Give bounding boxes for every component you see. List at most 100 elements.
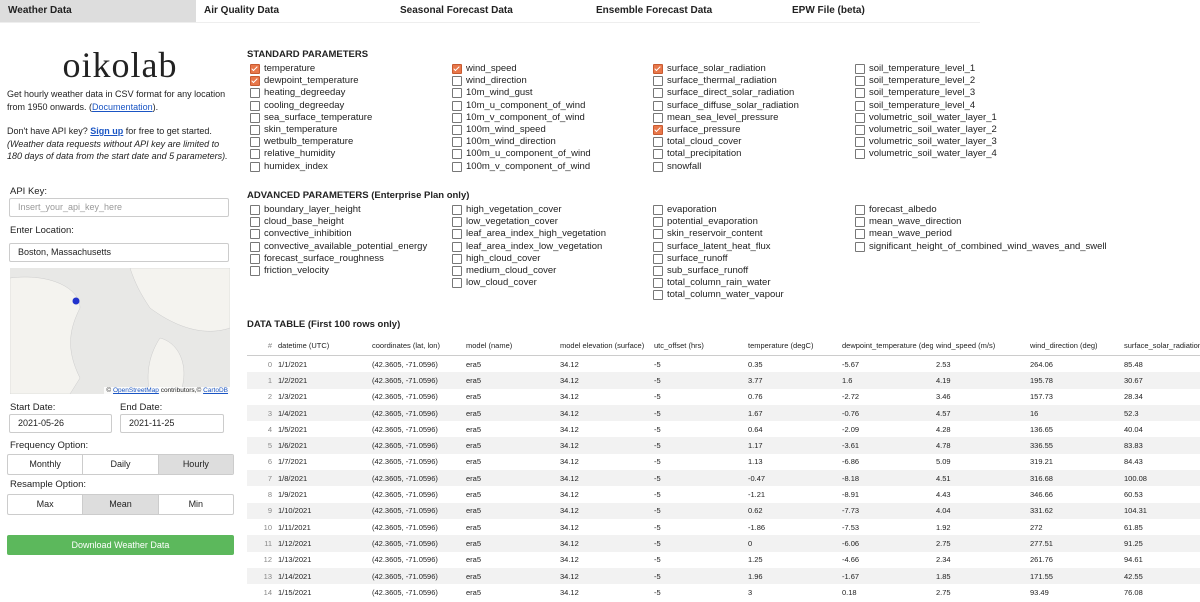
parameter-option[interactable]: 10m_v_component_of_wind: [452, 112, 652, 124]
parameter-option[interactable]: friction_velocity: [250, 265, 450, 277]
parameter-option[interactable]: convective_inhibition: [250, 228, 450, 240]
parameter-option[interactable]: total_cloud_cover: [653, 136, 853, 148]
checkbox[interactable]: [452, 64, 462, 75]
checkbox[interactable]: [653, 76, 663, 87]
documentation-link[interactable]: Documentation: [92, 101, 153, 112]
parameter-option[interactable]: sub_surface_runoff: [653, 265, 853, 277]
tab[interactable]: Seasonal Forecast Data: [400, 5, 513, 16]
checkbox[interactable]: [855, 64, 865, 75]
parameter-option[interactable]: volumetric_soil_water_layer_4: [855, 148, 1055, 160]
parameter-option[interactable]: evaporation: [653, 204, 853, 216]
parameter-option[interactable]: high_vegetation_cover: [452, 204, 652, 216]
api-key-input[interactable]: Insert_your_api_key_here: [9, 198, 229, 217]
parameter-option[interactable]: mean_wave_period: [855, 228, 1055, 240]
checkbox[interactable]: [452, 217, 462, 228]
checkbox[interactable]: [653, 217, 663, 228]
checkbox[interactable]: [250, 205, 260, 216]
tab[interactable]: EPW File (beta): [792, 5, 865, 16]
checkbox[interactable]: [250, 100, 260, 111]
option-button[interactable]: Min: [188, 499, 204, 509]
checkbox[interactable]: [452, 229, 462, 240]
checkbox[interactable]: [452, 266, 462, 277]
parameter-option[interactable]: soil_temperature_level_2: [855, 75, 1055, 87]
parameter-option[interactable]: heating_degreeday: [250, 87, 450, 99]
parameter-option[interactable]: volumetric_soil_water_layer_1: [855, 112, 1055, 124]
parameter-option[interactable]: surface_runoff: [653, 253, 853, 265]
parameter-option[interactable]: soil_temperature_level_1: [855, 63, 1055, 75]
checkbox[interactable]: [250, 76, 260, 87]
checkbox[interactable]: [452, 253, 462, 264]
parameter-option[interactable]: total_precipitation: [653, 148, 853, 160]
parameter-option[interactable]: 100m_wind_direction: [452, 136, 652, 148]
checkbox[interactable]: [855, 217, 865, 228]
parameter-option[interactable]: convective_available_potential_energy: [250, 241, 450, 253]
parameter-option[interactable]: volumetric_soil_water_layer_2: [855, 124, 1055, 136]
checkbox[interactable]: [653, 290, 663, 301]
checkbox[interactable]: [653, 137, 663, 148]
parameter-option[interactable]: 100m_u_component_of_wind: [452, 148, 652, 160]
parameter-option[interactable]: dewpoint_temperature: [250, 75, 450, 87]
checkbox[interactable]: [452, 100, 462, 111]
checkbox[interactable]: [653, 112, 663, 123]
parameter-option[interactable]: soil_temperature_level_3: [855, 87, 1055, 99]
checkbox[interactable]: [452, 149, 462, 160]
carto-link[interactable]: CartoDB: [203, 387, 228, 394]
parameter-option[interactable]: cooling_degreeday: [250, 100, 450, 112]
parameter-option[interactable]: wind_direction: [452, 75, 652, 87]
parameter-option[interactable]: leaf_area_index_low_vegetation: [452, 241, 652, 253]
parameter-option[interactable]: surface_solar_radiation: [653, 63, 853, 75]
checkbox[interactable]: [855, 112, 865, 123]
checkbox[interactable]: [452, 278, 462, 289]
osm-link[interactable]: OpenStreetMap: [113, 387, 159, 394]
checkbox[interactable]: [250, 266, 260, 277]
parameter-option[interactable]: forecast_surface_roughness: [250, 253, 450, 265]
parameter-option[interactable]: snowfall: [653, 161, 853, 173]
checkbox[interactable]: [452, 112, 462, 123]
option-button[interactable]: Hourly: [158, 455, 233, 474]
checkbox[interactable]: [855, 241, 865, 252]
parameter-option[interactable]: 10m_u_component_of_wind: [452, 100, 652, 112]
checkbox[interactable]: [452, 137, 462, 148]
checkbox[interactable]: [250, 137, 260, 148]
checkbox[interactable]: [653, 64, 663, 75]
parameter-option[interactable]: medium_cloud_cover: [452, 265, 652, 277]
checkbox[interactable]: [250, 253, 260, 264]
tab[interactable]: Air Quality Data: [204, 5, 280, 16]
parameter-option[interactable]: surface_thermal_radiation: [653, 75, 853, 87]
parameter-option[interactable]: skin_temperature: [250, 124, 450, 136]
parameter-option[interactable]: total_column_water_vapour: [653, 289, 853, 301]
parameter-option[interactable]: leaf_area_index_high_vegetation: [452, 228, 652, 240]
signup-link[interactable]: Sign up: [90, 126, 124, 136]
parameter-option[interactable]: 100m_wind_speed: [452, 124, 652, 136]
parameter-option[interactable]: volumetric_soil_water_layer_3: [855, 136, 1055, 148]
location-input[interactable]: Boston, Massachusetts: [9, 243, 229, 262]
checkbox[interactable]: [855, 205, 865, 216]
parameter-option[interactable]: potential_evaporation: [653, 216, 853, 228]
checkbox[interactable]: [855, 229, 865, 240]
parameter-option[interactable]: sea_surface_temperature: [250, 112, 450, 124]
parameter-option[interactable]: significant_height_of_combined_wind_wave…: [855, 241, 1107, 253]
checkbox[interactable]: [653, 125, 663, 136]
checkbox[interactable]: [855, 149, 865, 160]
parameter-option[interactable]: total_column_rain_water: [653, 277, 853, 289]
checkbox[interactable]: [250, 217, 260, 228]
checkbox[interactable]: [855, 125, 865, 136]
parameter-option[interactable]: soil_temperature_level_4: [855, 100, 1055, 112]
checkbox[interactable]: [250, 125, 260, 136]
parameter-option[interactable]: temperature: [250, 63, 450, 75]
checkbox[interactable]: [452, 88, 462, 99]
checkbox[interactable]: [452, 76, 462, 87]
option-button[interactable]: Monthly: [8, 455, 84, 474]
parameter-option[interactable]: 100m_v_component_of_wind: [452, 161, 652, 173]
parameter-option[interactable]: cloud_base_height: [250, 216, 450, 228]
checkbox[interactable]: [653, 100, 663, 111]
parameter-option[interactable]: humidex_index: [250, 161, 450, 173]
checkbox[interactable]: [855, 137, 865, 148]
checkbox[interactable]: [653, 229, 663, 240]
parameter-option[interactable]: relative_humidity: [250, 148, 450, 160]
checkbox[interactable]: [653, 88, 663, 99]
checkbox[interactable]: [452, 241, 462, 252]
parameter-option[interactable]: wind_speed: [452, 63, 652, 75]
tab[interactable]: Weather Data: [0, 0, 196, 22]
checkbox[interactable]: [250, 161, 260, 172]
